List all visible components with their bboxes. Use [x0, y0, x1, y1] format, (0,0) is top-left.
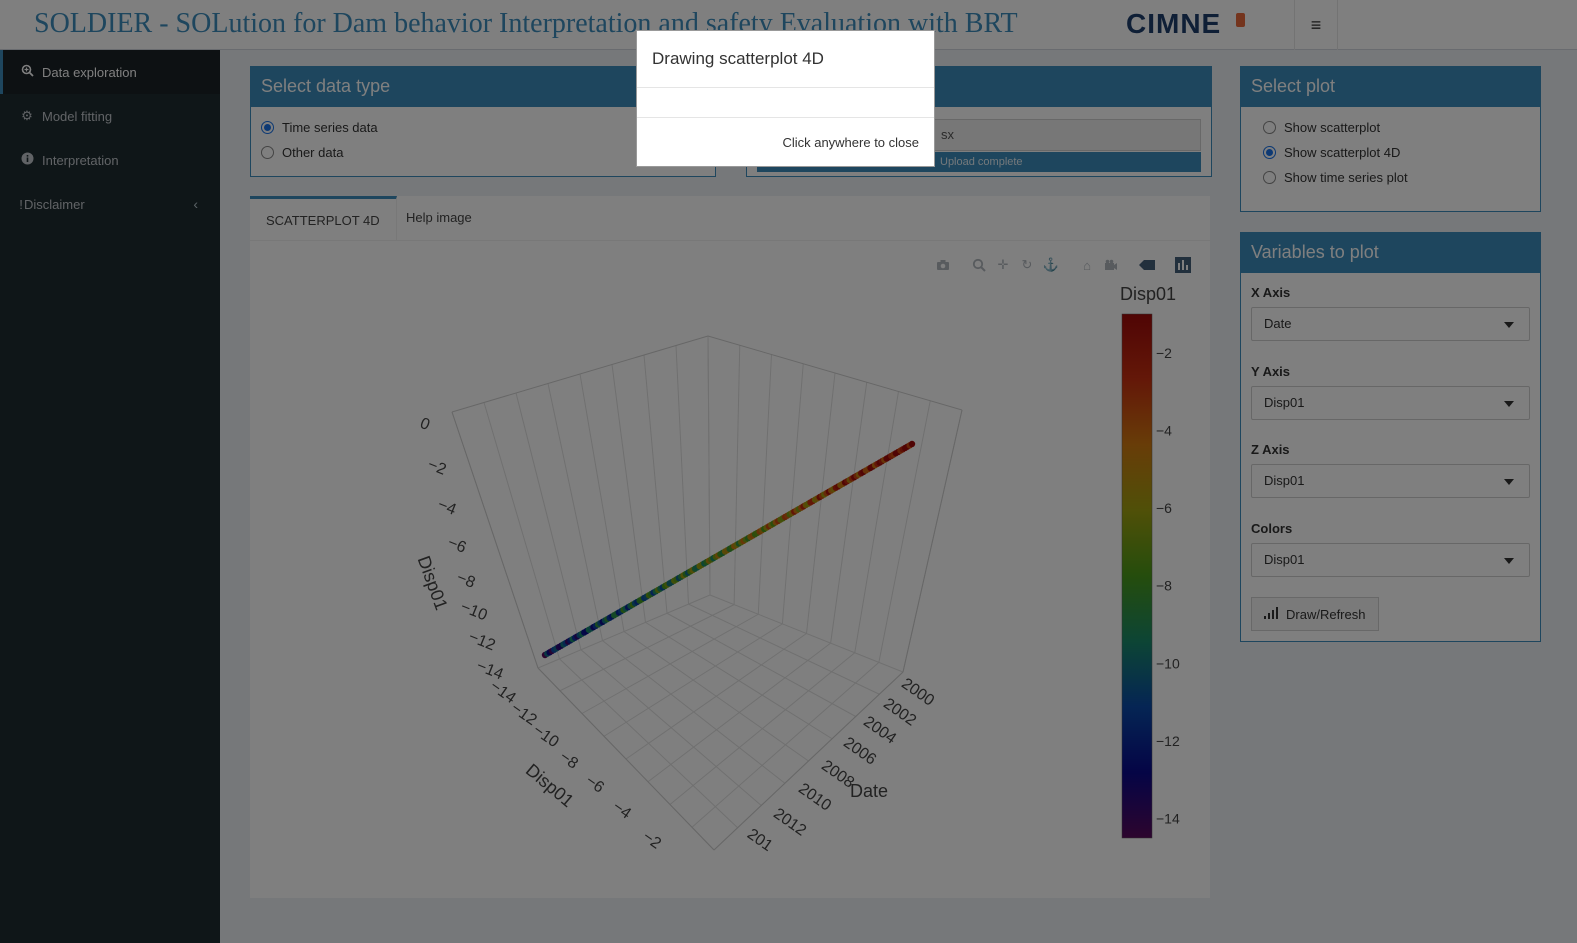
modal-title: Drawing scatterplot 4D — [652, 49, 824, 68]
modal-close-hint[interactable]: Click anywhere to close — [782, 135, 919, 150]
modal-divider — [637, 117, 934, 118]
modal-divider — [637, 87, 934, 88]
drawing-modal[interactable]: Drawing scatterplot 4D Click anywhere to… — [636, 30, 935, 167]
